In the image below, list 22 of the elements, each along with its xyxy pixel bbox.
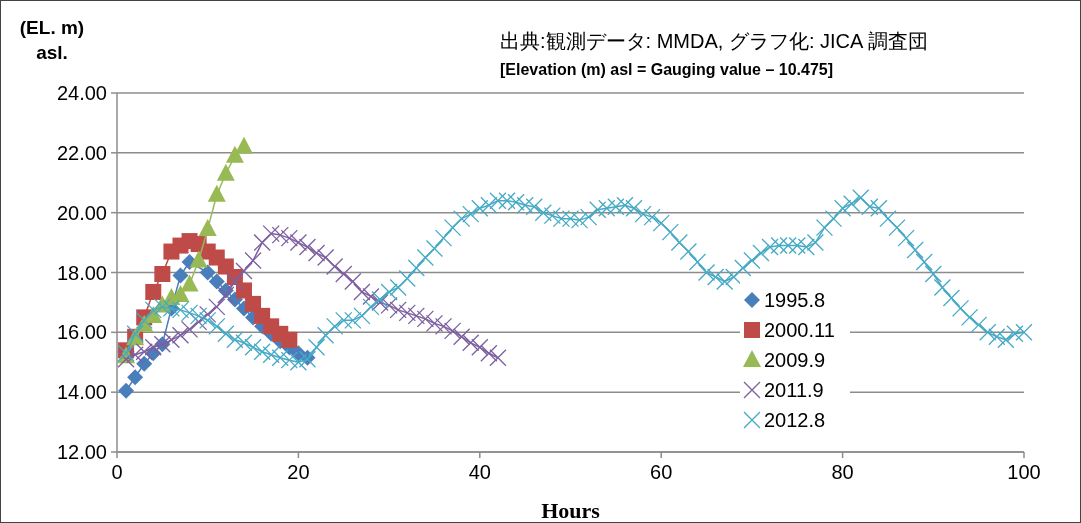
y-tick-label: 20.00 — [56, 201, 107, 224]
y-tick-label: 22.00 — [56, 141, 107, 164]
x-tick-label: 100 — [1007, 461, 1041, 483]
legend-label: 2009.9 — [764, 349, 826, 371]
y-axis-title: (EL. m) asl. — [19, 17, 85, 63]
x-tick-label: 20 — [287, 461, 310, 483]
y-tick-label: 16.00 — [56, 321, 107, 344]
y-tick-label: 18.00 — [56, 261, 107, 284]
source-note: 出典:観測データ: MMDA, グラフ化: JICA 調査団 — [500, 30, 928, 52]
legend-label: 2011.9 — [764, 379, 824, 401]
y-tick-label: 14.00 — [56, 381, 107, 404]
x-tick-label: 40 — [468, 461, 491, 483]
x-tick-label: 60 — [650, 461, 673, 483]
legend-label: 2000.11 — [764, 319, 835, 341]
x-tick-label: 0 — [111, 461, 123, 483]
text: [Elevation (m) asl = Gauging value – 10.475] — [500, 61, 834, 78]
legend-label: 1995.8 — [764, 289, 826, 311]
y-tick-label: 24.00 — [56, 82, 107, 104]
x-tick-label: 80 — [831, 461, 854, 483]
y-tick-label: 12.00 — [56, 441, 107, 463]
x-axis-title: Hours — [541, 498, 601, 523]
legend-label: 2012.8 — [764, 409, 826, 431]
